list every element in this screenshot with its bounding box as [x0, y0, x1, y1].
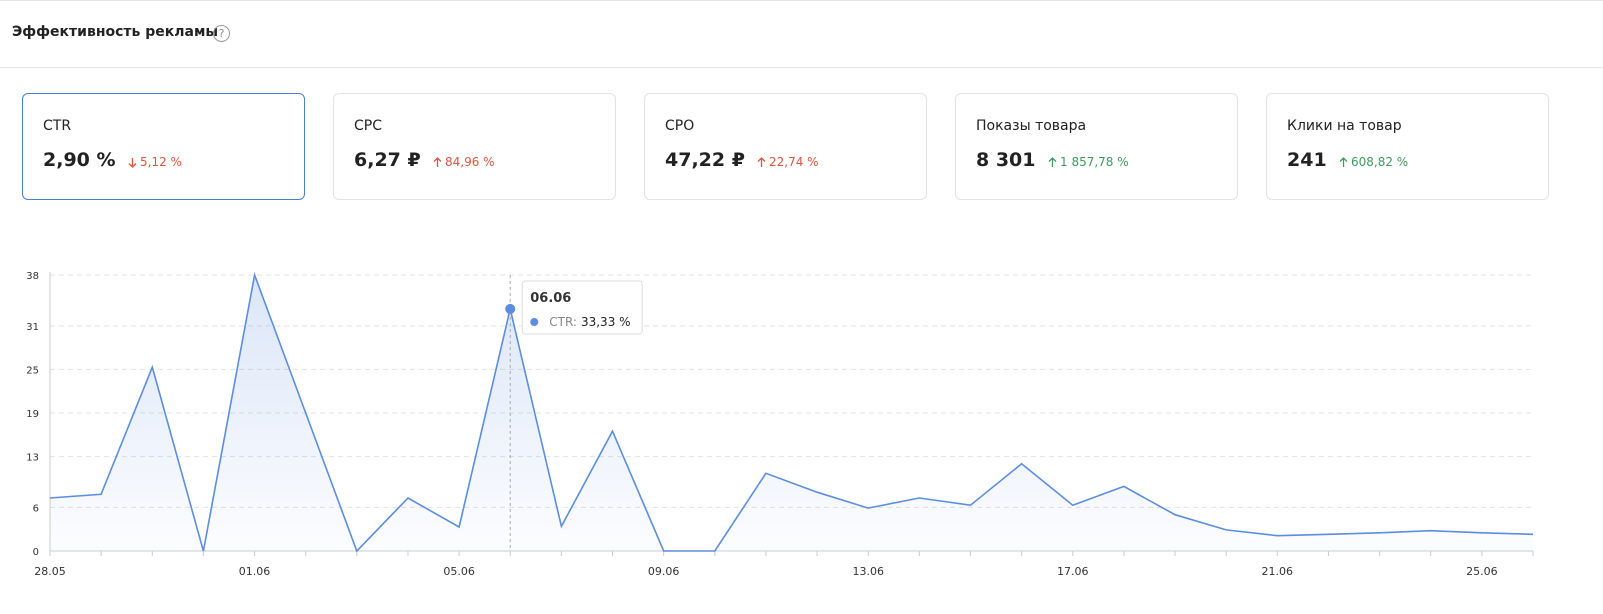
change-text: 84,96 %	[445, 155, 495, 169]
metric-change: 22,74 %	[757, 155, 819, 169]
metric-change: 84,96 %	[433, 155, 495, 169]
change-text: 22,74 %	[769, 155, 819, 169]
metric-card[interactable]: Показы товара 8 301 1 857,78 %	[955, 93, 1238, 200]
metric-value: 47,22 ₽	[665, 149, 745, 171]
arrow-icon	[1339, 156, 1348, 167]
y-tick-label: 38	[26, 271, 39, 282]
arrow-icon	[433, 156, 442, 167]
metric-card[interactable]: CTR 2,90 % 5,12 %	[22, 93, 305, 200]
tooltip-title: 06.06	[530, 291, 571, 306]
arrow-icon	[1048, 156, 1057, 167]
metric-value: 6,27 ₽	[354, 149, 421, 171]
metric-value: 8 301	[976, 149, 1036, 171]
metric-label: CTR	[43, 118, 72, 134]
y-tick-label: 13	[26, 453, 39, 464]
y-tick-label: 31	[26, 322, 39, 333]
metric-card[interactable]: Клики на товар 241 608,82 %	[1266, 93, 1549, 200]
top-border	[0, 0, 1603, 1]
y-tick-label: 0	[33, 547, 39, 558]
metric-card[interactable]: CPC 6,27 ₽ 84,96 %	[333, 93, 616, 200]
x-tick-label: 25.06	[1466, 565, 1498, 578]
metric-label: CPC	[354, 118, 382, 134]
x-tick-label: 21.06	[1262, 565, 1294, 578]
tooltip-box	[521, 280, 643, 335]
tooltip: 06.06 CTR: 33,33 %	[521, 280, 643, 335]
metric-value: 241	[1287, 149, 1327, 171]
change-text: 608,82 %	[1351, 155, 1409, 169]
metric-label: Клики на товар	[1287, 118, 1402, 134]
arrow-icon	[757, 156, 766, 167]
metric-change: 1 857,78 %	[1048, 155, 1129, 169]
metric-card[interactable]: CPO 47,22 ₽ 22,74 %	[644, 93, 927, 200]
tooltip-dot	[530, 318, 539, 326]
metric-value: 2,90 %	[43, 149, 116, 171]
tooltip-series: CTR:	[549, 315, 577, 329]
x-tick-label: 17.06	[1057, 565, 1089, 578]
y-tick-label: 6	[33, 503, 39, 514]
line	[49, 272, 1534, 553]
help-icon[interactable]: ?	[213, 25, 230, 42]
area	[50, 275, 1533, 551]
metric-label: CPO	[665, 118, 695, 134]
metric-label: Показы товара	[976, 118, 1087, 134]
x-tick-label: 28.05	[34, 565, 66, 578]
separator	[0, 67, 1603, 68]
change-text: 5,12 %	[140, 155, 182, 169]
metric-change: 5,12 %	[128, 155, 182, 169]
section-title: Эффективность рекламы	[12, 24, 219, 40]
x-tick-label: 01.06	[239, 565, 271, 578]
x-tick-label: 09.06	[648, 565, 680, 578]
x-tick-label: 05.06	[443, 565, 475, 578]
change-text: 1 857,78 %	[1060, 155, 1129, 169]
x-tick-label: 13.06	[852, 565, 884, 578]
metric-change: 608,82 %	[1339, 155, 1408, 169]
tooltip-label: CTR: 33,33 %	[549, 315, 630, 329]
y-tick-label: 19	[26, 409, 39, 420]
hover-point	[505, 303, 516, 314]
tooltip-value: 33,33 %	[581, 315, 631, 329]
y-tick-label: 25	[26, 365, 39, 376]
arrow-icon	[128, 157, 137, 168]
